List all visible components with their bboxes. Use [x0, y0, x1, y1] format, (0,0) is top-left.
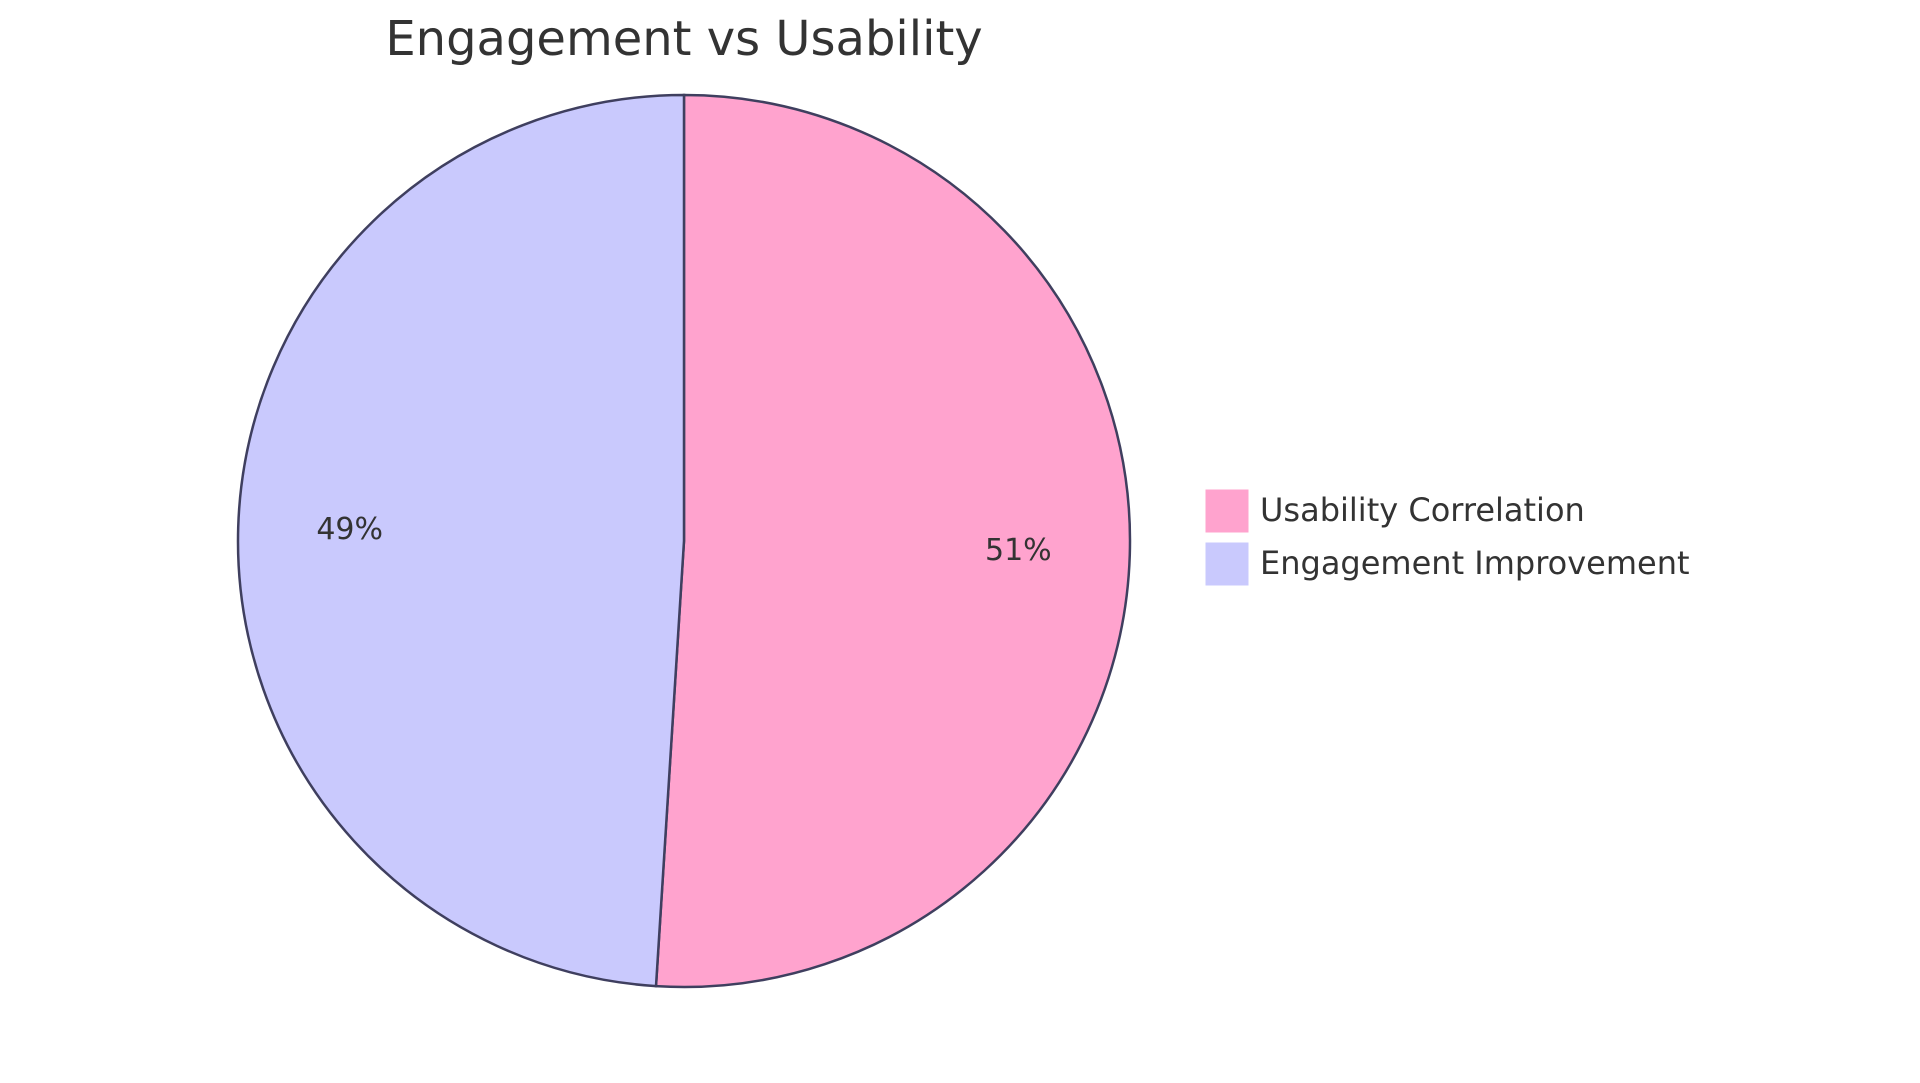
chart-title: Engagement vs Usability: [385, 11, 982, 67]
pie-slice: [236, 93, 686, 988]
legend-label: Usability Correlation: [1260, 491, 1585, 529]
legend-label: Engagement Improvement: [1260, 544, 1690, 582]
legend-swatch: [1204, 541, 1250, 587]
slice-label: 49%: [316, 512, 383, 547]
pie-slice: [654, 93, 1132, 989]
slice-label: 51%: [985, 533, 1052, 568]
legend-swatch: [1204, 488, 1250, 534]
